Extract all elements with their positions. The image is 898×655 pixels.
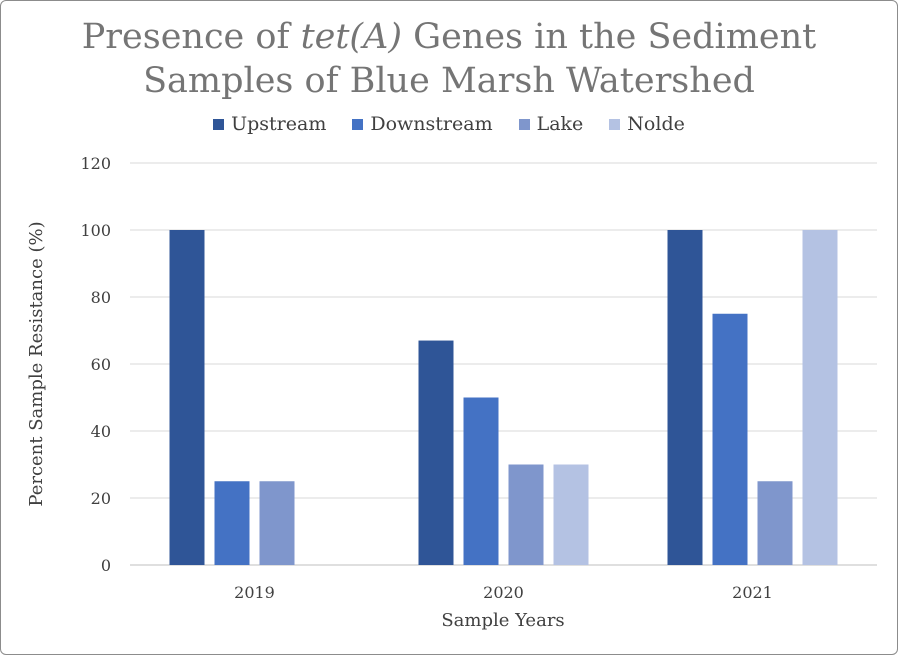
y-tick-label: 40 [91,422,111,441]
chart-title: Presence of tet(A) Genes in the Sediment… [1,15,897,103]
y-tick-label: 60 [91,355,111,374]
gene-name: tet(A) [300,17,402,57]
legend-label-downstream: Downstream [370,113,493,135]
legend-item-upstream: Upstream [213,113,326,135]
bars [169,230,838,565]
y-tick-label: 20 [91,489,111,508]
bar-upstream-2021 [667,230,703,565]
y-axis-label: Percent Sample Resistance (%) [26,221,47,506]
legend-item-downstream: Downstream [352,113,493,135]
chart-title-line-2: Samples of Blue Marsh Watershed [143,61,755,101]
legend-swatch-upstream [213,118,225,130]
bar-lake-2020 [508,464,544,565]
legend-label-nolde: Nolde [627,113,685,135]
y-tick-label: 120 [80,154,111,173]
y-tick-label: 100 [80,221,111,240]
bar-nolde-2020 [553,464,589,565]
bar-nolde-2021 [802,230,838,565]
x-tick-label: 2019 [234,583,275,602]
bar-upstream-2019 [169,230,205,565]
legend-item-lake: Lake [518,113,584,135]
bar-upstream-2020 [418,340,454,565]
legend-swatch-lake [518,118,530,130]
legend-label-upstream: Upstream [231,113,327,135]
y-tick-label: 0 [101,556,111,575]
bar-lake-2019 [259,481,295,565]
legend-swatch-downstream [352,118,364,130]
x-tick-labels: 2019 2020 2021 [234,583,773,602]
bar-lake-2021 [757,481,793,565]
legend-swatch-nolde [609,118,621,130]
x-tick-label: 2021 [732,583,773,602]
legend-label-lake: Lake [536,113,584,135]
legend-item-nolde: Nolde [609,113,685,135]
chart-legend: Upstream Downstream Lake Nolde [1,113,897,135]
gridlines [130,162,877,566]
bar-downstream-2020 [463,397,499,565]
y-tick-labels: 0 20 40 60 80 100 120 [80,154,111,575]
x-axis-label: Sample Years [441,610,564,631]
chart-title-line-1: Presence of tet(A) Genes in the Sediment [81,17,817,57]
bar-downstream-2021 [712,313,748,565]
bar-downstream-2019 [214,481,250,565]
x-tick-label: 2020 [483,583,524,602]
y-tick-label: 80 [91,288,111,307]
